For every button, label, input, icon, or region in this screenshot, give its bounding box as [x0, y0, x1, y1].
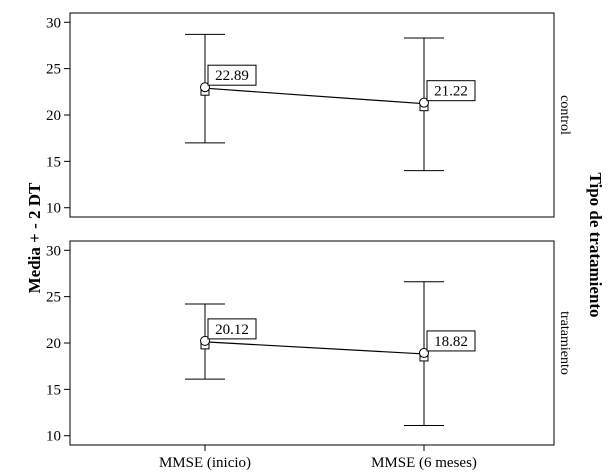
- facet-title: Tipo de tratamiento: [586, 172, 605, 317]
- y-tick-label: 30: [46, 243, 61, 259]
- data-label-box: [207, 318, 257, 340]
- data-point: [419, 97, 429, 108]
- data-label: 22.89: [215, 68, 249, 84]
- panels: 10 15 20 25 30 control 22.89 21.22 10 15 20 25 30 tra…: [46, 12, 572, 446]
- y-tick-label: 30: [46, 15, 61, 31]
- data-point: [419, 347, 429, 358]
- y-tick-label: 15: [46, 154, 61, 170]
- y-tick-label: 20: [46, 336, 61, 352]
- y-axis-title: Media + - 2 DT: [25, 182, 44, 293]
- data-label-box: [207, 64, 257, 86]
- data-label: 20.12: [215, 322, 249, 338]
- y-tick-label: 10: [46, 201, 61, 217]
- x-tick-label: MMSE (6 meses): [371, 455, 477, 471]
- series-line: [204, 341, 425, 355]
- panel-label: tratamiento: [557, 311, 572, 375]
- panel-tratamiento: 10 15 20 25 30 tratamiento 20.12 18.82: [46, 240, 572, 446]
- y-tick-label: 15: [46, 382, 61, 398]
- panel-control: 10 15 20 25 30 control 22.89 21.22: [46, 12, 572, 218]
- data-label: 21.22: [434, 84, 468, 100]
- panel-label: control: [557, 95, 572, 135]
- data-label-box: [426, 330, 476, 352]
- data-label: 18.82: [434, 334, 468, 350]
- y-tick-label: 25: [46, 62, 61, 78]
- x-axis-labels: MMSE (inicio) MMSE (6 meses): [159, 445, 477, 471]
- panel-frame: [69, 12, 555, 218]
- panel-frame: [69, 240, 555, 446]
- data-label-box: [426, 80, 476, 102]
- y-tick-label: 25: [46, 290, 61, 306]
- y-tick-label: 10: [46, 429, 61, 445]
- y-tick-label: 20: [46, 108, 61, 124]
- series-line: [204, 87, 425, 105]
- data-point: [200, 335, 210, 346]
- data-point: [200, 82, 210, 93]
- x-tick-label: MMSE (inicio): [159, 455, 251, 471]
